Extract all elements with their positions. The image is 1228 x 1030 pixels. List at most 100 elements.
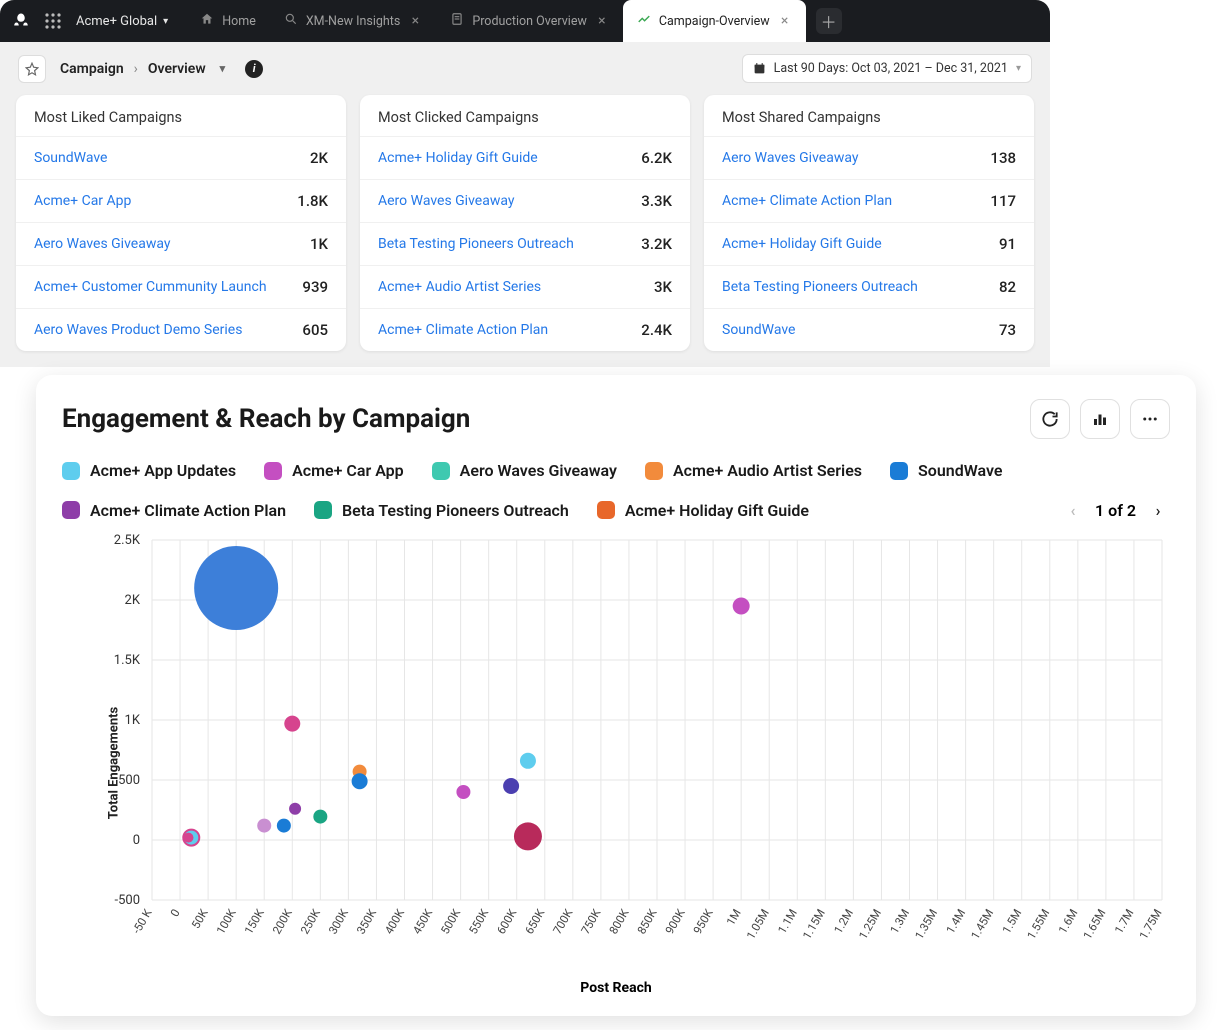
card-title: Most Shared Campaigns: [704, 95, 1034, 136]
campaign-value: 3K: [654, 278, 672, 296]
legend-item[interactable]: Acme+ Holiday Gift Guide: [597, 501, 809, 520]
bubble-point[interactable]: [456, 785, 470, 799]
apps-grid-icon[interactable]: [42, 10, 64, 32]
bubble-point[interactable]: [194, 546, 278, 630]
legend-swatch: [62, 462, 80, 480]
svg-text:550K: 550K: [466, 906, 492, 937]
tab[interactable]: Production Overview×: [436, 0, 623, 42]
campaign-link[interactable]: Aero Waves Giveaway: [34, 236, 170, 252]
legend-item[interactable]: Acme+ Climate Action Plan: [62, 501, 286, 520]
campaign-value: 605: [302, 321, 328, 339]
campaign-link[interactable]: Beta Testing Pioneers Outreach: [722, 279, 918, 295]
legend-label: SoundWave: [918, 461, 1002, 480]
card-row: SoundWave2K: [16, 136, 346, 179]
tab[interactable]: XM-New Insights ×: [270, 0, 436, 42]
date-range-selector[interactable]: Last 90 Days: Oct 03, 2021 – Dec 31, 202…: [742, 54, 1032, 83]
chart-title: Engagement & Reach by Campaign: [62, 404, 470, 434]
legend-item[interactable]: SoundWave: [890, 461, 1002, 480]
legend-label: Beta Testing Pioneers Outreach: [342, 501, 569, 520]
campaign-link[interactable]: Aero Waves Giveaway: [722, 150, 858, 166]
campaign-link[interactable]: Acme+ Climate Action Plan: [722, 193, 892, 209]
campaign-link[interactable]: Beta Testing Pioneers Outreach: [378, 236, 574, 252]
bubble-point[interactable]: [733, 598, 750, 615]
campaign-link[interactable]: Acme+ Holiday Gift Guide: [378, 150, 538, 166]
legend-label: Acme+ App Updates: [90, 461, 236, 480]
bubble-point[interactable]: [284, 716, 300, 732]
org-selector[interactable]: Acme+ Global ▾: [76, 14, 168, 29]
campaign-link[interactable]: SoundWave: [34, 150, 107, 166]
breadcrumb-part[interactable]: Campaign: [60, 61, 124, 77]
breadcrumb-part[interactable]: Overview: [148, 61, 206, 77]
svg-text:2.5K: 2.5K: [114, 533, 141, 548]
svg-text:650K: 650K: [522, 906, 548, 937]
campaign-link[interactable]: Acme+ Audio Artist Series: [378, 279, 541, 295]
bubble-point[interactable]: [257, 819, 271, 833]
card-row: Acme+ Holiday Gift Guide6.2K: [360, 136, 690, 179]
legend-item[interactable]: Beta Testing Pioneers Outreach: [314, 501, 569, 520]
bubble-point[interactable]: [514, 822, 542, 850]
chevron-down-icon[interactable]: ▾: [220, 62, 226, 75]
campaign-link[interactable]: Aero Waves Product Demo Series: [34, 322, 242, 338]
legend-swatch: [645, 462, 663, 480]
date-range-label: Last 90 Days: Oct 03, 2021 – Dec 31, 202…: [774, 61, 1008, 76]
bubble-point[interactable]: [520, 753, 536, 769]
legend-item[interactable]: Acme+ Audio Artist Series: [645, 461, 862, 480]
tab-close-button[interactable]: ×: [778, 14, 792, 28]
card-row: Acme+ Car App1.8K: [16, 179, 346, 222]
summary-cards-row: Most Liked CampaignsSoundWave2KAcme+ Car…: [0, 95, 1050, 367]
legend-label: Acme+ Holiday Gift Guide: [625, 501, 809, 520]
svg-text:250K: 250K: [298, 906, 324, 937]
chevron-right-icon: ›: [134, 61, 138, 77]
svg-text:1.1M: 1.1M: [775, 907, 800, 937]
campaign-link[interactable]: Acme+ Holiday Gift Guide: [722, 236, 882, 252]
card-row: Aero Waves Product Demo Series 605: [16, 308, 346, 351]
chart-type-button[interactable]: [1080, 399, 1120, 439]
svg-text:1.15M: 1.15M: [800, 907, 828, 942]
campaign-value: 82: [999, 278, 1016, 296]
campaign-value: 117: [990, 192, 1016, 210]
legend-item[interactable]: Acme+ App Updates: [62, 461, 236, 480]
tab[interactable]: Campaign-Overview×: [623, 0, 806, 42]
app-logo-icon[interactable]: [10, 10, 32, 32]
svg-text:1.35M: 1.35M: [912, 907, 940, 942]
bubble-point[interactable]: [277, 819, 291, 833]
campaign-link[interactable]: SoundWave: [722, 322, 795, 338]
campaign-link[interactable]: Acme+ Climate Action Plan: [378, 322, 548, 338]
bar-chart-icon: [1091, 410, 1109, 428]
bubble-point[interactable]: [503, 778, 519, 794]
svg-text:400K: 400K: [382, 906, 408, 937]
legend-swatch: [890, 462, 908, 480]
new-tab-button[interactable]: ＋: [816, 8, 842, 34]
favorite-button[interactable]: [18, 55, 46, 83]
refresh-button[interactable]: [1030, 399, 1070, 439]
summary-card: Most Shared Campaigns Aero Waves Giveaway…: [704, 95, 1034, 351]
star-icon: [25, 62, 39, 76]
tab[interactable]: Home: [186, 0, 270, 42]
info-icon[interactable]: i: [245, 60, 263, 78]
card-row: Aero Waves Giveaway1K: [16, 222, 346, 265]
campaign-link[interactable]: Acme+ Customer Cummunity Launch: [34, 279, 267, 295]
bubble-point[interactable]: [183, 833, 193, 843]
tab-label: XM-New Insights: [306, 14, 400, 29]
svg-text:-50 K: -50 K: [129, 906, 155, 936]
pager-prev-button[interactable]: ‹: [1061, 498, 1085, 522]
tab-close-button[interactable]: ×: [595, 14, 609, 28]
svg-text:750K: 750K: [578, 906, 604, 937]
more-horizontal-icon: [1141, 410, 1159, 428]
chevron-down-icon: ▾: [163, 16, 168, 27]
pager-next-button[interactable]: ›: [1146, 498, 1170, 522]
svg-text:1.3M: 1.3M: [887, 907, 912, 937]
card-title: Most Clicked Campaigns: [360, 95, 690, 136]
tab-close-button[interactable]: ×: [408, 14, 422, 28]
legend-pager: ‹1 of 2›: [1061, 498, 1170, 522]
svg-text:1.25M: 1.25M: [856, 907, 884, 942]
bubble-point[interactable]: [289, 803, 301, 815]
legend-item[interactable]: Acme+ Car App: [264, 461, 404, 480]
legend-swatch: [62, 501, 80, 519]
bubble-point[interactable]: [313, 810, 327, 824]
legend-item[interactable]: Aero Waves Giveaway: [432, 461, 617, 480]
campaign-link[interactable]: Acme+ Car App: [34, 193, 131, 209]
more-options-button[interactable]: [1130, 399, 1170, 439]
bubble-point[interactable]: [352, 773, 368, 789]
campaign-link[interactable]: Aero Waves Giveaway: [378, 193, 514, 209]
